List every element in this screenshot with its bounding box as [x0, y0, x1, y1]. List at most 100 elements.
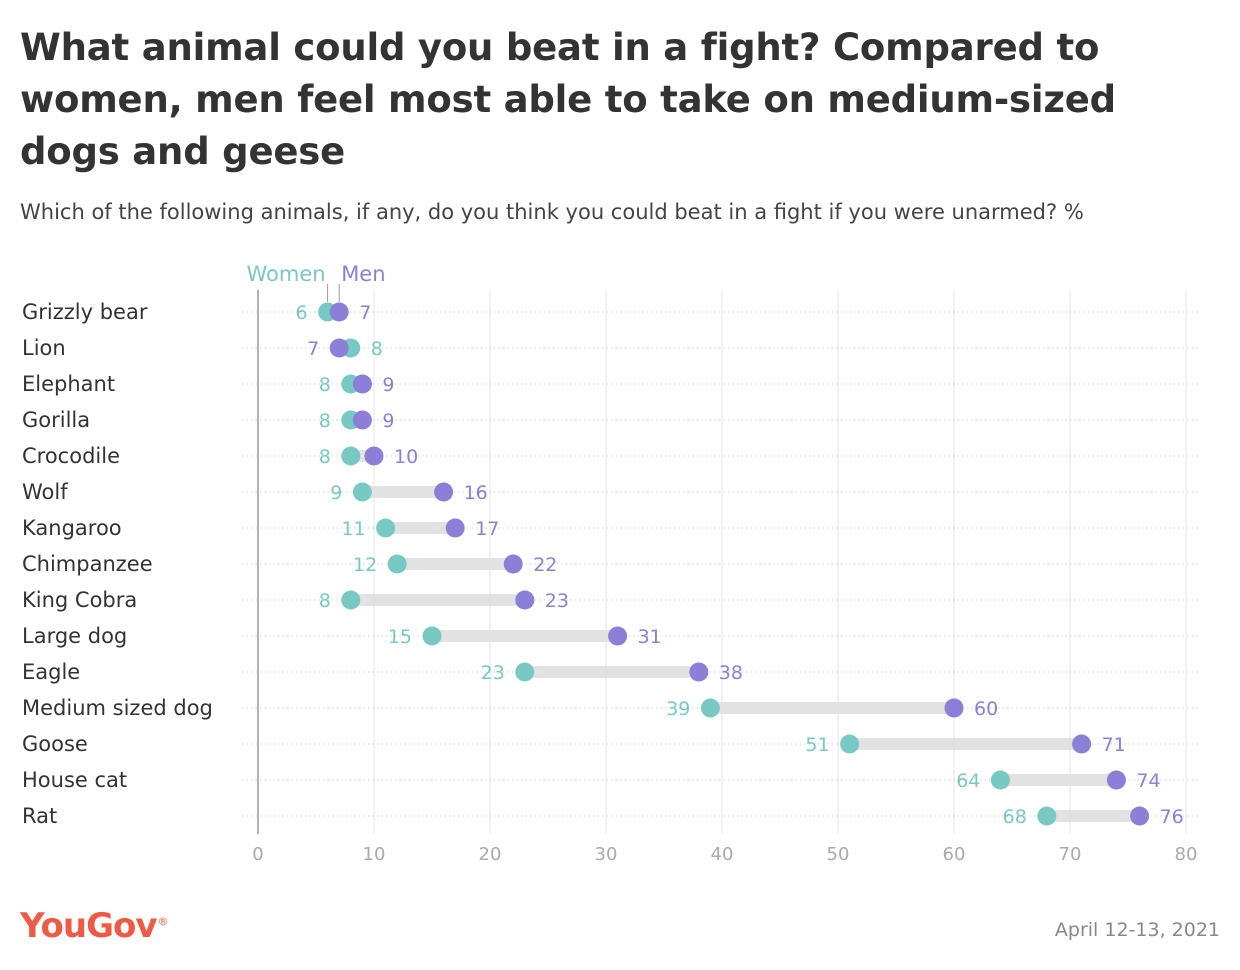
men-point [445, 518, 465, 538]
row-elephant: Elephant 8 9 [22, 372, 394, 396]
logo-registered-mark: ® [157, 914, 169, 928]
category-label: Wolf [22, 480, 68, 504]
category-label: Kangaroo [22, 516, 122, 540]
legend-women-label: Women [247, 262, 326, 286]
category-label: Lion [22, 336, 66, 360]
x-tick-label: 20 [479, 844, 502, 865]
women-value-label: 39 [666, 698, 690, 720]
women-value-label: 8 [371, 338, 383, 360]
women-value-label: 8 [319, 374, 331, 396]
row-goose: Goose 51 71 [22, 732, 1126, 756]
men-point [944, 698, 964, 718]
men-value-label: 10 [394, 446, 418, 468]
women-value-label: 11 [341, 518, 365, 540]
category-label: House cat [22, 768, 127, 792]
men-value-label: 60 [974, 698, 998, 720]
women-value-label: 64 [956, 770, 980, 792]
women-point [376, 518, 396, 538]
women-point [341, 590, 361, 610]
men-value-label: 76 [1160, 806, 1184, 828]
category-label: Eagle [22, 660, 80, 684]
men-value-label: 31 [638, 626, 662, 648]
men-value-label: 38 [719, 662, 743, 684]
chart-title: What animal could you beat in a fight? C… [20, 26, 1116, 173]
x-tick-label: 0 [252, 844, 263, 865]
yougov-logo: YouGov® [20, 906, 169, 946]
legend-men-label: Men [341, 262, 385, 286]
survey-date: April 12-13, 2021 [1054, 919, 1220, 941]
men-point [1072, 734, 1092, 754]
row-crocodile: Crocodile 8 10 [22, 444, 418, 468]
x-tick-label: 30 [595, 844, 618, 865]
men-value-label: 17 [475, 518, 499, 540]
women-value-label: 15 [388, 626, 412, 648]
men-point [1130, 806, 1150, 826]
men-value-label: 9 [382, 374, 394, 396]
x-tick-label: 60 [943, 844, 966, 865]
x-tick-label: 80 [1175, 844, 1198, 865]
chart-subtitle: Which of the following animals, if any, … [20, 200, 1084, 224]
category-label: Large dog [22, 624, 127, 648]
row-grizzly-bear: Grizzly bear 6 7 [22, 300, 371, 324]
women-value-label: 12 [353, 554, 377, 576]
men-value-label: 7 [307, 338, 319, 360]
men-point [329, 302, 349, 322]
men-value-label: 23 [545, 590, 569, 612]
row-eagle: Eagle 23 38 [22, 660, 743, 684]
x-axis: 0 10 20 30 40 50 60 70 80 [252, 844, 1197, 865]
women-point [341, 446, 361, 466]
women-point [840, 734, 860, 754]
row-chimpanzee: Chimpanzee 12 22 [22, 552, 557, 576]
category-label: Medium sized dog [22, 696, 213, 720]
legend: Women Men [247, 262, 386, 302]
men-point [689, 662, 709, 682]
men-point [1106, 770, 1126, 790]
category-label: Gorilla [22, 408, 90, 432]
men-value-label: 9 [382, 410, 394, 432]
category-label: Grizzly bear [22, 300, 148, 324]
x-tick-label: 70 [1059, 844, 1082, 865]
women-value-label: 9 [330, 482, 342, 504]
men-point [434, 482, 454, 502]
category-label: Goose [22, 732, 88, 756]
men-point [503, 554, 523, 574]
men-point [329, 338, 349, 358]
row-king-cobra: King Cobra 8 23 [22, 588, 569, 612]
women-point [700, 698, 720, 718]
logo-text: YouGov [20, 906, 157, 946]
women-point [990, 770, 1010, 790]
row-kangaroo: Kangaroo 11 17 [22, 516, 499, 540]
women-value-label: 8 [319, 446, 331, 468]
category-label: Rat [22, 804, 57, 828]
x-tick-label: 50 [827, 844, 850, 865]
x-tick-label: 10 [363, 844, 386, 865]
row-house-cat: House cat 64 74 [22, 768, 1161, 792]
men-point [352, 410, 372, 430]
women-point [352, 482, 372, 502]
x-tick-label: 40 [711, 844, 734, 865]
women-value-label: 23 [481, 662, 505, 684]
women-point [422, 626, 442, 646]
row-gorilla: Gorilla 8 9 [22, 408, 394, 432]
women-value-label: 6 [296, 302, 308, 324]
women-point [387, 554, 407, 574]
category-label: King Cobra [22, 588, 137, 612]
row-lion: Lion 8 7 [22, 336, 383, 360]
row-large-dog: Large dog 15 31 [22, 624, 662, 648]
row-wolf: Wolf 9 16 [22, 480, 488, 504]
men-value-label: 74 [1136, 770, 1160, 792]
women-point [1037, 806, 1057, 826]
men-value-label: 22 [533, 554, 557, 576]
women-point [515, 662, 535, 682]
men-point [352, 374, 372, 394]
women-value-label: 8 [319, 590, 331, 612]
men-point [515, 590, 535, 610]
men-value-label: 71 [1102, 734, 1126, 756]
women-value-label: 68 [1003, 806, 1027, 828]
category-label: Chimpanzee [22, 552, 153, 576]
men-point [608, 626, 628, 646]
category-label: Elephant [22, 372, 115, 396]
women-value-label: 51 [805, 734, 829, 756]
gridlines [242, 290, 1198, 834]
